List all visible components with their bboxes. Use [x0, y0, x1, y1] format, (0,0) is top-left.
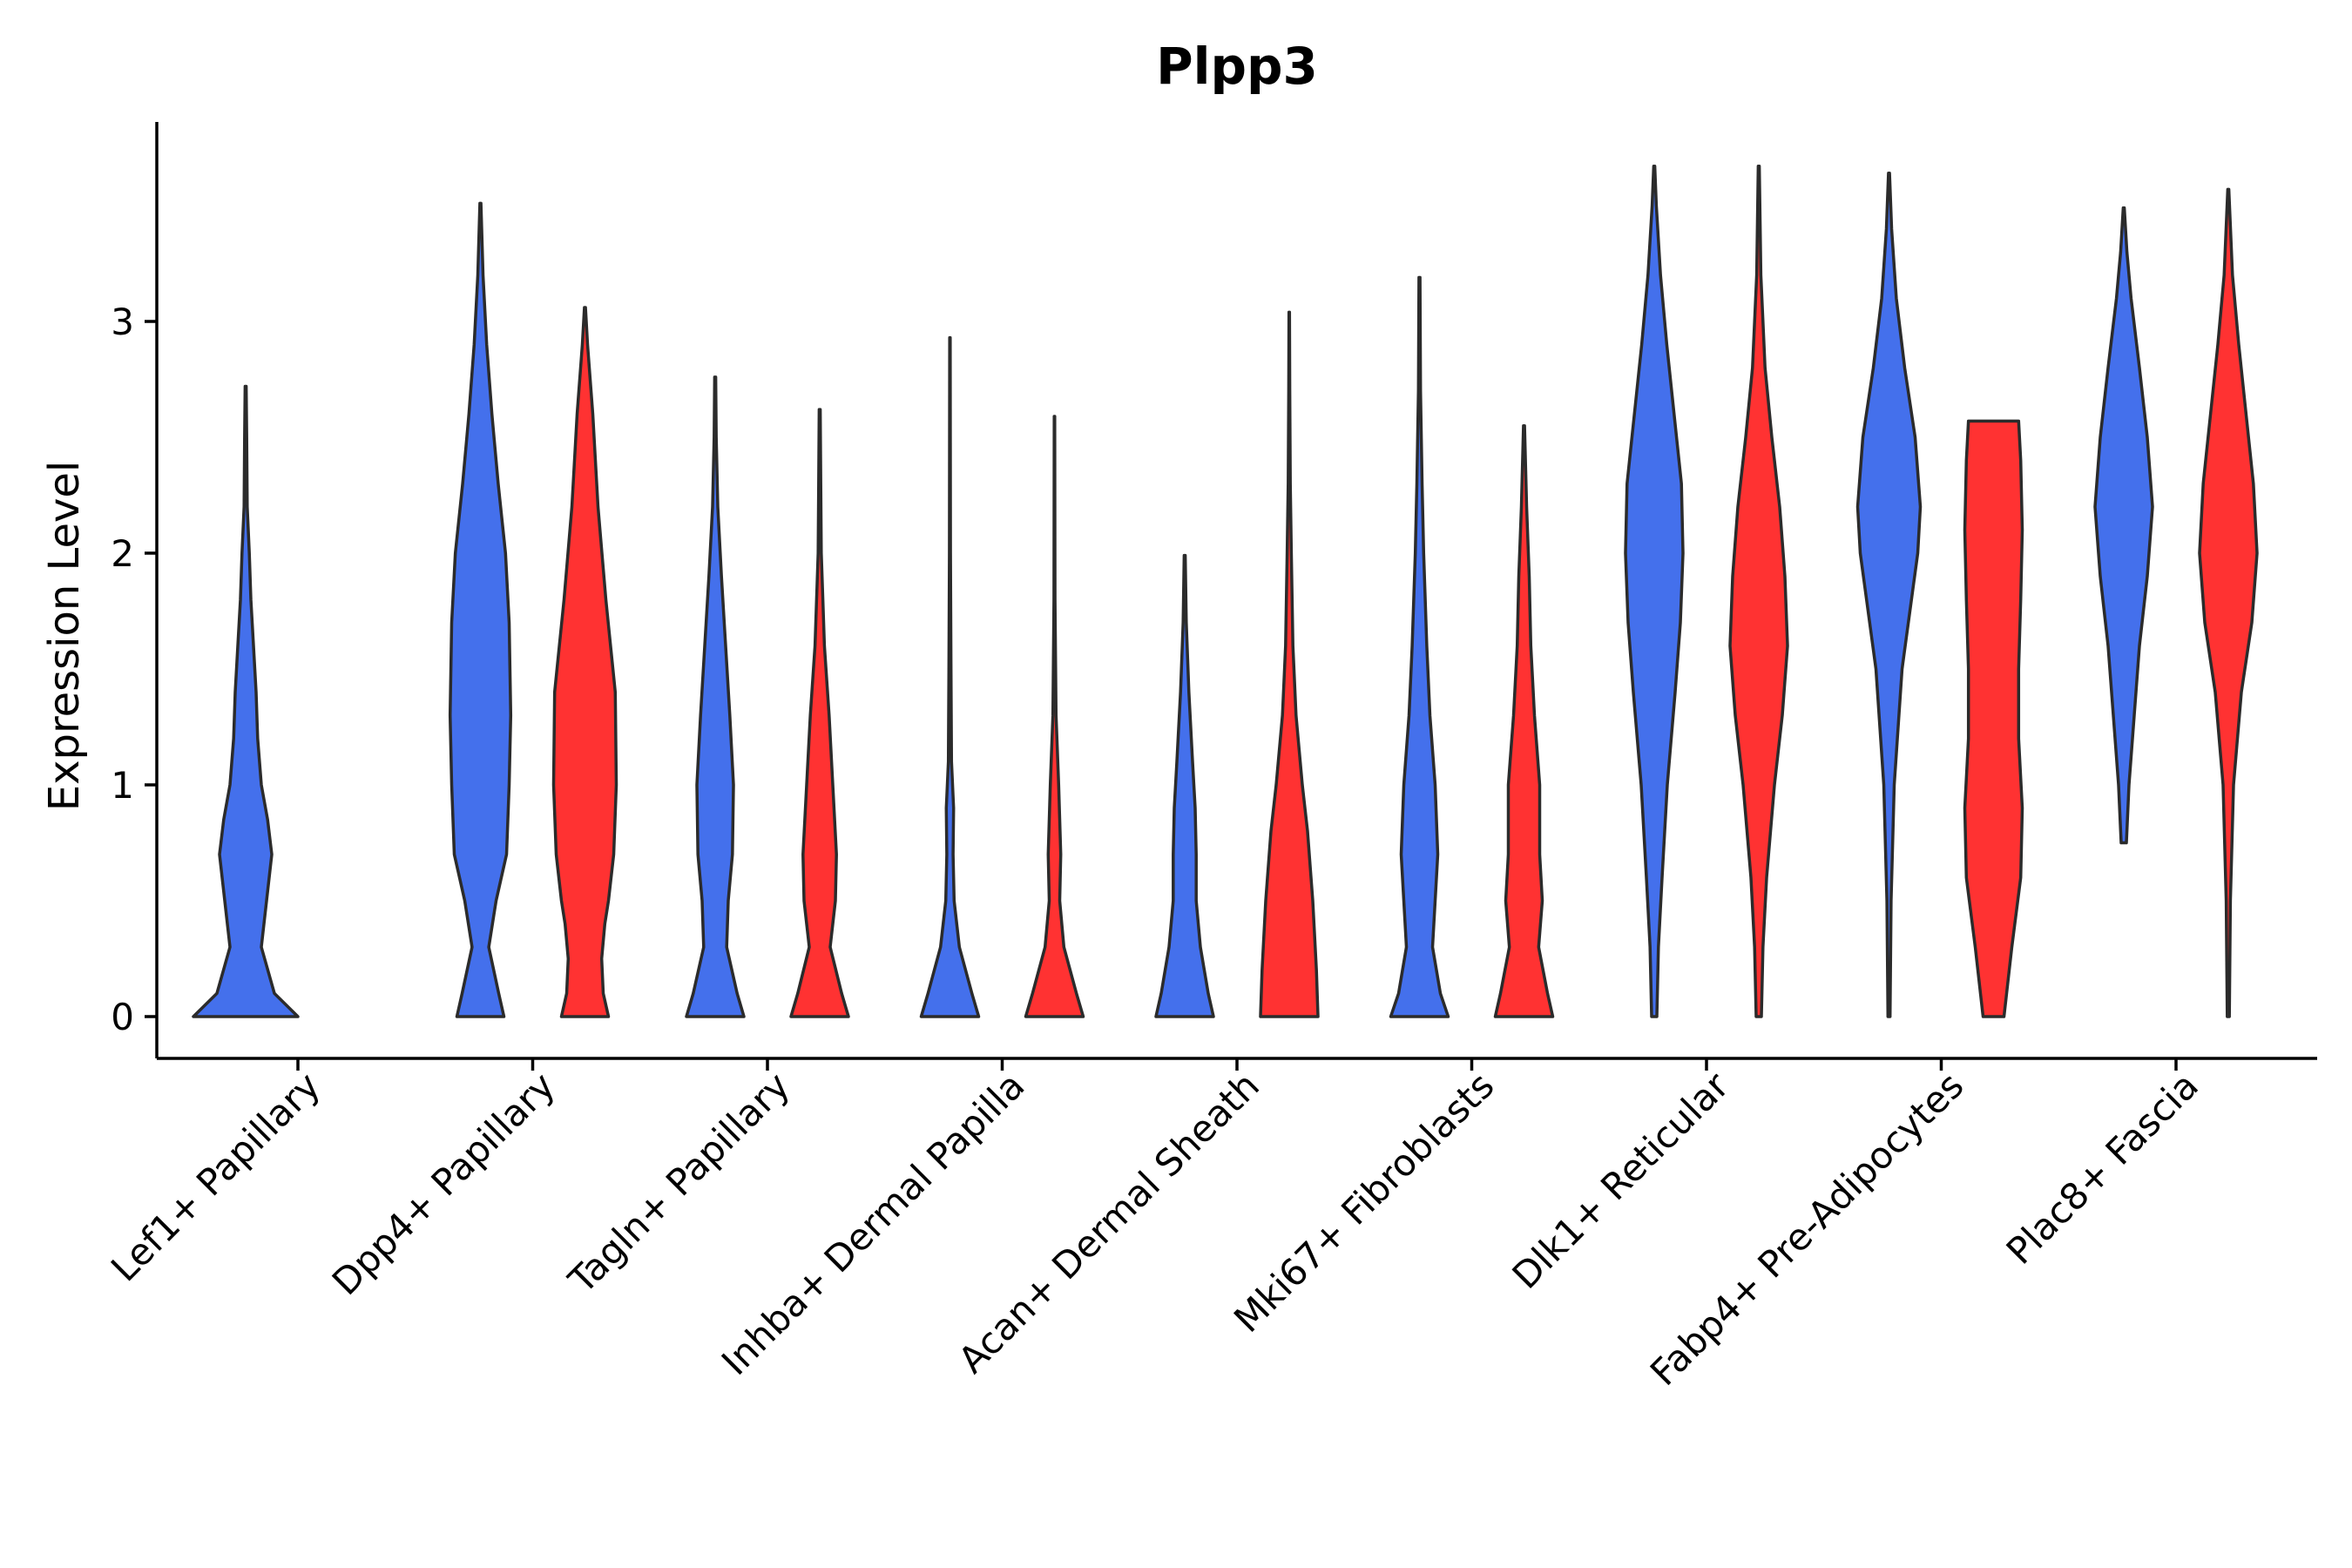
x-tick-label-1: Dpp4+ Papillary — [324, 1064, 564, 1303]
x-tick-label-5: Mki67+ Fibroblasts — [1226, 1064, 1502, 1340]
y-tick-label-3: 3 — [111, 301, 134, 343]
violin-4-blue — [1154, 553, 1215, 1018]
x-tick-label-6: Dlk1+ Reticular — [1504, 1064, 1738, 1297]
violin-7-red — [1963, 419, 2024, 1018]
violin-3-blue — [919, 335, 981, 1018]
violin-2-blue — [685, 375, 746, 1018]
y-axis-label: Expression Level — [40, 461, 89, 812]
chart-title: Plpp3 — [1156, 37, 1318, 96]
violin-5-blue — [1389, 275, 1450, 1018]
violin-1-red — [551, 306, 618, 1018]
violin-8-red — [2198, 187, 2259, 1018]
x-tick-label-8: Plac8+ Fascia — [1998, 1064, 2207, 1272]
violin-8-blue — [2093, 206, 2154, 845]
x-tick-label-0: Lef1+ Papillary — [103, 1064, 328, 1289]
y-tick-label-1: 1 — [111, 764, 134, 807]
violin-4-red — [1259, 310, 1320, 1018]
violin-3-red — [1024, 415, 1085, 1018]
violins-group — [192, 165, 2259, 1018]
violin-1-blue — [448, 201, 513, 1018]
violin-2-red — [789, 408, 850, 1018]
violin-7-blue — [1855, 172, 1923, 1018]
violin-6-blue — [1624, 165, 1685, 1018]
violin-0-blue — [192, 384, 300, 1018]
y-ticks-group: 0 1 2 3 — [111, 301, 157, 1038]
y-tick-label-2: 2 — [111, 532, 134, 575]
violin-5-red — [1493, 423, 1555, 1018]
violin-6-red — [1728, 165, 1789, 1018]
x-tick-label-2: Tagln+ Papillary — [560, 1064, 798, 1301]
y-tick-label-0: 0 — [111, 996, 134, 1038]
